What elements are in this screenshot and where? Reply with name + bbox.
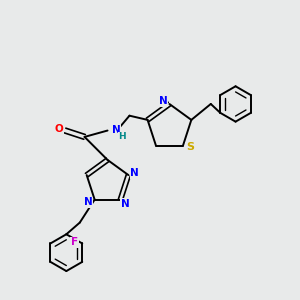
Text: N: N bbox=[159, 96, 167, 106]
Text: N: N bbox=[121, 199, 129, 209]
Text: F: F bbox=[71, 237, 78, 248]
Text: N: N bbox=[84, 197, 93, 207]
Text: N: N bbox=[112, 125, 121, 135]
Text: H: H bbox=[118, 132, 126, 141]
Text: O: O bbox=[54, 124, 63, 134]
Text: S: S bbox=[186, 142, 194, 152]
Text: N: N bbox=[130, 168, 139, 178]
